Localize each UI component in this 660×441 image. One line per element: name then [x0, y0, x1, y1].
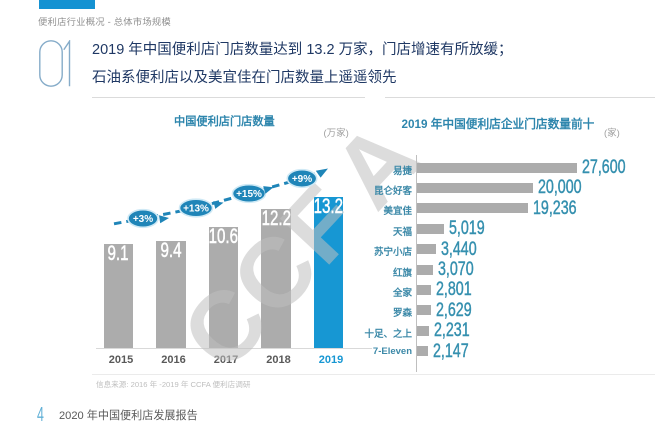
- svg-text:+15%: +15%: [236, 189, 262, 200]
- svg-text:+9%: +9%: [292, 174, 312, 185]
- svg-text:+13%: +13%: [183, 204, 209, 215]
- svg-text:+3%: +3%: [133, 214, 153, 225]
